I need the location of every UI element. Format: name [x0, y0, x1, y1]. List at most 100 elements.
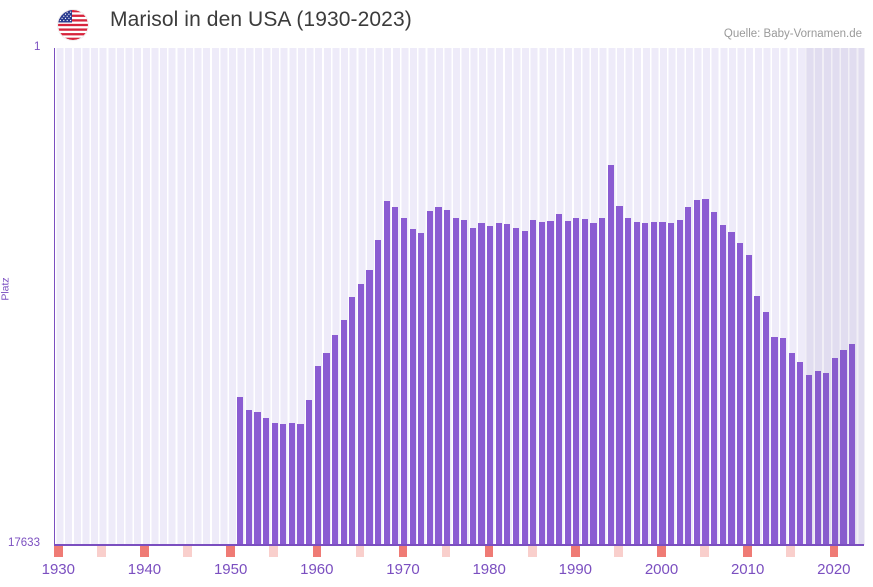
- bar[interactable]: [426, 211, 433, 545]
- bar[interactable]: [314, 366, 321, 545]
- bar[interactable]: [823, 373, 830, 545]
- bar[interactable]: [392, 207, 399, 545]
- bar[interactable]: [848, 344, 856, 545]
- x-tick-major: [226, 546, 235, 557]
- bar[interactable]: [702, 199, 709, 545]
- source-attribution: Quelle: Baby-Vornamen.de: [723, 28, 862, 40]
- bar[interactable]: [555, 214, 563, 545]
- x-tick-major: [54, 546, 63, 557]
- bar[interactable]: [366, 270, 373, 545]
- x-axis-label: 2000: [644, 561, 679, 578]
- bar[interactable]: [357, 284, 364, 545]
- bar[interactable]: [805, 375, 813, 545]
- bar[interactable]: [650, 222, 657, 545]
- bar[interactable]: [624, 218, 632, 545]
- x-axis-label: 2020: [817, 561, 851, 578]
- x-axis-label: 1970: [386, 561, 420, 578]
- x-axis-label: 1950: [213, 561, 248, 578]
- bar[interactable]: [452, 218, 459, 545]
- bar[interactable]: [607, 165, 614, 545]
- page-title: Marisol in den USA (1930-2023): [110, 8, 412, 31]
- x-tick-minor: [614, 546, 623, 557]
- x-tick-major: [743, 546, 752, 557]
- bar[interactable]: [469, 228, 477, 545]
- bar[interactable]: [573, 218, 580, 545]
- bar[interactable]: [728, 232, 735, 545]
- x-axis-label: 1940: [127, 561, 162, 578]
- bar[interactable]: [254, 412, 261, 545]
- bar[interactable]: [288, 423, 296, 545]
- x-tick-major: [398, 546, 408, 557]
- bar[interactable]: [590, 223, 597, 545]
- bar[interactable]: [797, 362, 804, 545]
- bar[interactable]: [616, 206, 623, 545]
- bar[interactable]: [581, 219, 589, 545]
- bar[interactable]: [512, 228, 520, 545]
- bar[interactable]: [745, 255, 752, 545]
- x-axis-label: 1980: [472, 561, 506, 578]
- x-axis-tick-band: [54, 546, 864, 557]
- bar[interactable]: [383, 201, 390, 545]
- x-tick-major: [312, 546, 322, 557]
- bar[interactable]: [547, 221, 554, 545]
- bar[interactable]: [771, 337, 778, 545]
- x-tick-major: [829, 546, 839, 557]
- bar[interactable]: [840, 350, 847, 545]
- bar[interactable]: [306, 400, 313, 545]
- us-flag-icon: [58, 10, 88, 40]
- bar[interactable]: [323, 353, 330, 545]
- x-tick-minor: [786, 546, 796, 557]
- bar[interactable]: [564, 221, 571, 545]
- bar[interactable]: [685, 207, 692, 545]
- bar[interactable]: [340, 320, 347, 545]
- bar[interactable]: [521, 231, 528, 545]
- bar[interactable]: [642, 223, 649, 545]
- bar[interactable]: [754, 296, 761, 545]
- bar[interactable]: [349, 297, 356, 545]
- bar[interactable]: [780, 338, 787, 545]
- bar[interactable]: [599, 218, 606, 545]
- bar[interactable]: [237, 397, 244, 545]
- bar[interactable]: [297, 424, 304, 545]
- bar[interactable]: [443, 210, 451, 545]
- bar[interactable]: [538, 222, 545, 545]
- bar[interactable]: [668, 223, 675, 545]
- bar[interactable]: [788, 353, 795, 545]
- x-tick-minor: [269, 546, 279, 557]
- bar[interactable]: [245, 410, 252, 545]
- bar[interactable]: [418, 233, 425, 545]
- x-tick-major: [571, 546, 580, 557]
- bar[interactable]: [762, 312, 769, 545]
- bar[interactable]: [831, 358, 838, 545]
- x-tick-minor: [97, 546, 106, 557]
- x-tick-minor: [355, 546, 365, 557]
- bar[interactable]: [271, 423, 278, 545]
- bar[interactable]: [711, 212, 718, 545]
- bar[interactable]: [487, 226, 494, 545]
- bar[interactable]: [504, 224, 511, 545]
- bar[interactable]: [633, 222, 640, 545]
- bar[interactable]: [814, 371, 821, 545]
- bar[interactable]: [375, 240, 382, 545]
- bar[interactable]: [478, 223, 485, 545]
- bar[interactable]: [659, 222, 666, 545]
- bar[interactable]: [719, 225, 726, 545]
- bar[interactable]: [280, 424, 287, 545]
- x-axis-label: 1930: [41, 561, 75, 578]
- bar[interactable]: [461, 220, 468, 545]
- bar[interactable]: [331, 335, 339, 545]
- bar[interactable]: [736, 243, 744, 545]
- y-axis-label-top: 1: [34, 41, 41, 53]
- bar[interactable]: [400, 218, 408, 545]
- bar[interactable]: [495, 223, 502, 545]
- x-tick-major: [657, 546, 666, 557]
- bar[interactable]: [263, 418, 270, 545]
- bar[interactable]: [676, 220, 683, 545]
- bar[interactable]: [693, 200, 701, 545]
- bar[interactable]: [530, 220, 537, 545]
- x-axis-label: 2010: [730, 561, 765, 578]
- bar[interactable]: [435, 207, 442, 545]
- bar[interactable]: [409, 229, 416, 545]
- x-tick-minor: [183, 546, 192, 557]
